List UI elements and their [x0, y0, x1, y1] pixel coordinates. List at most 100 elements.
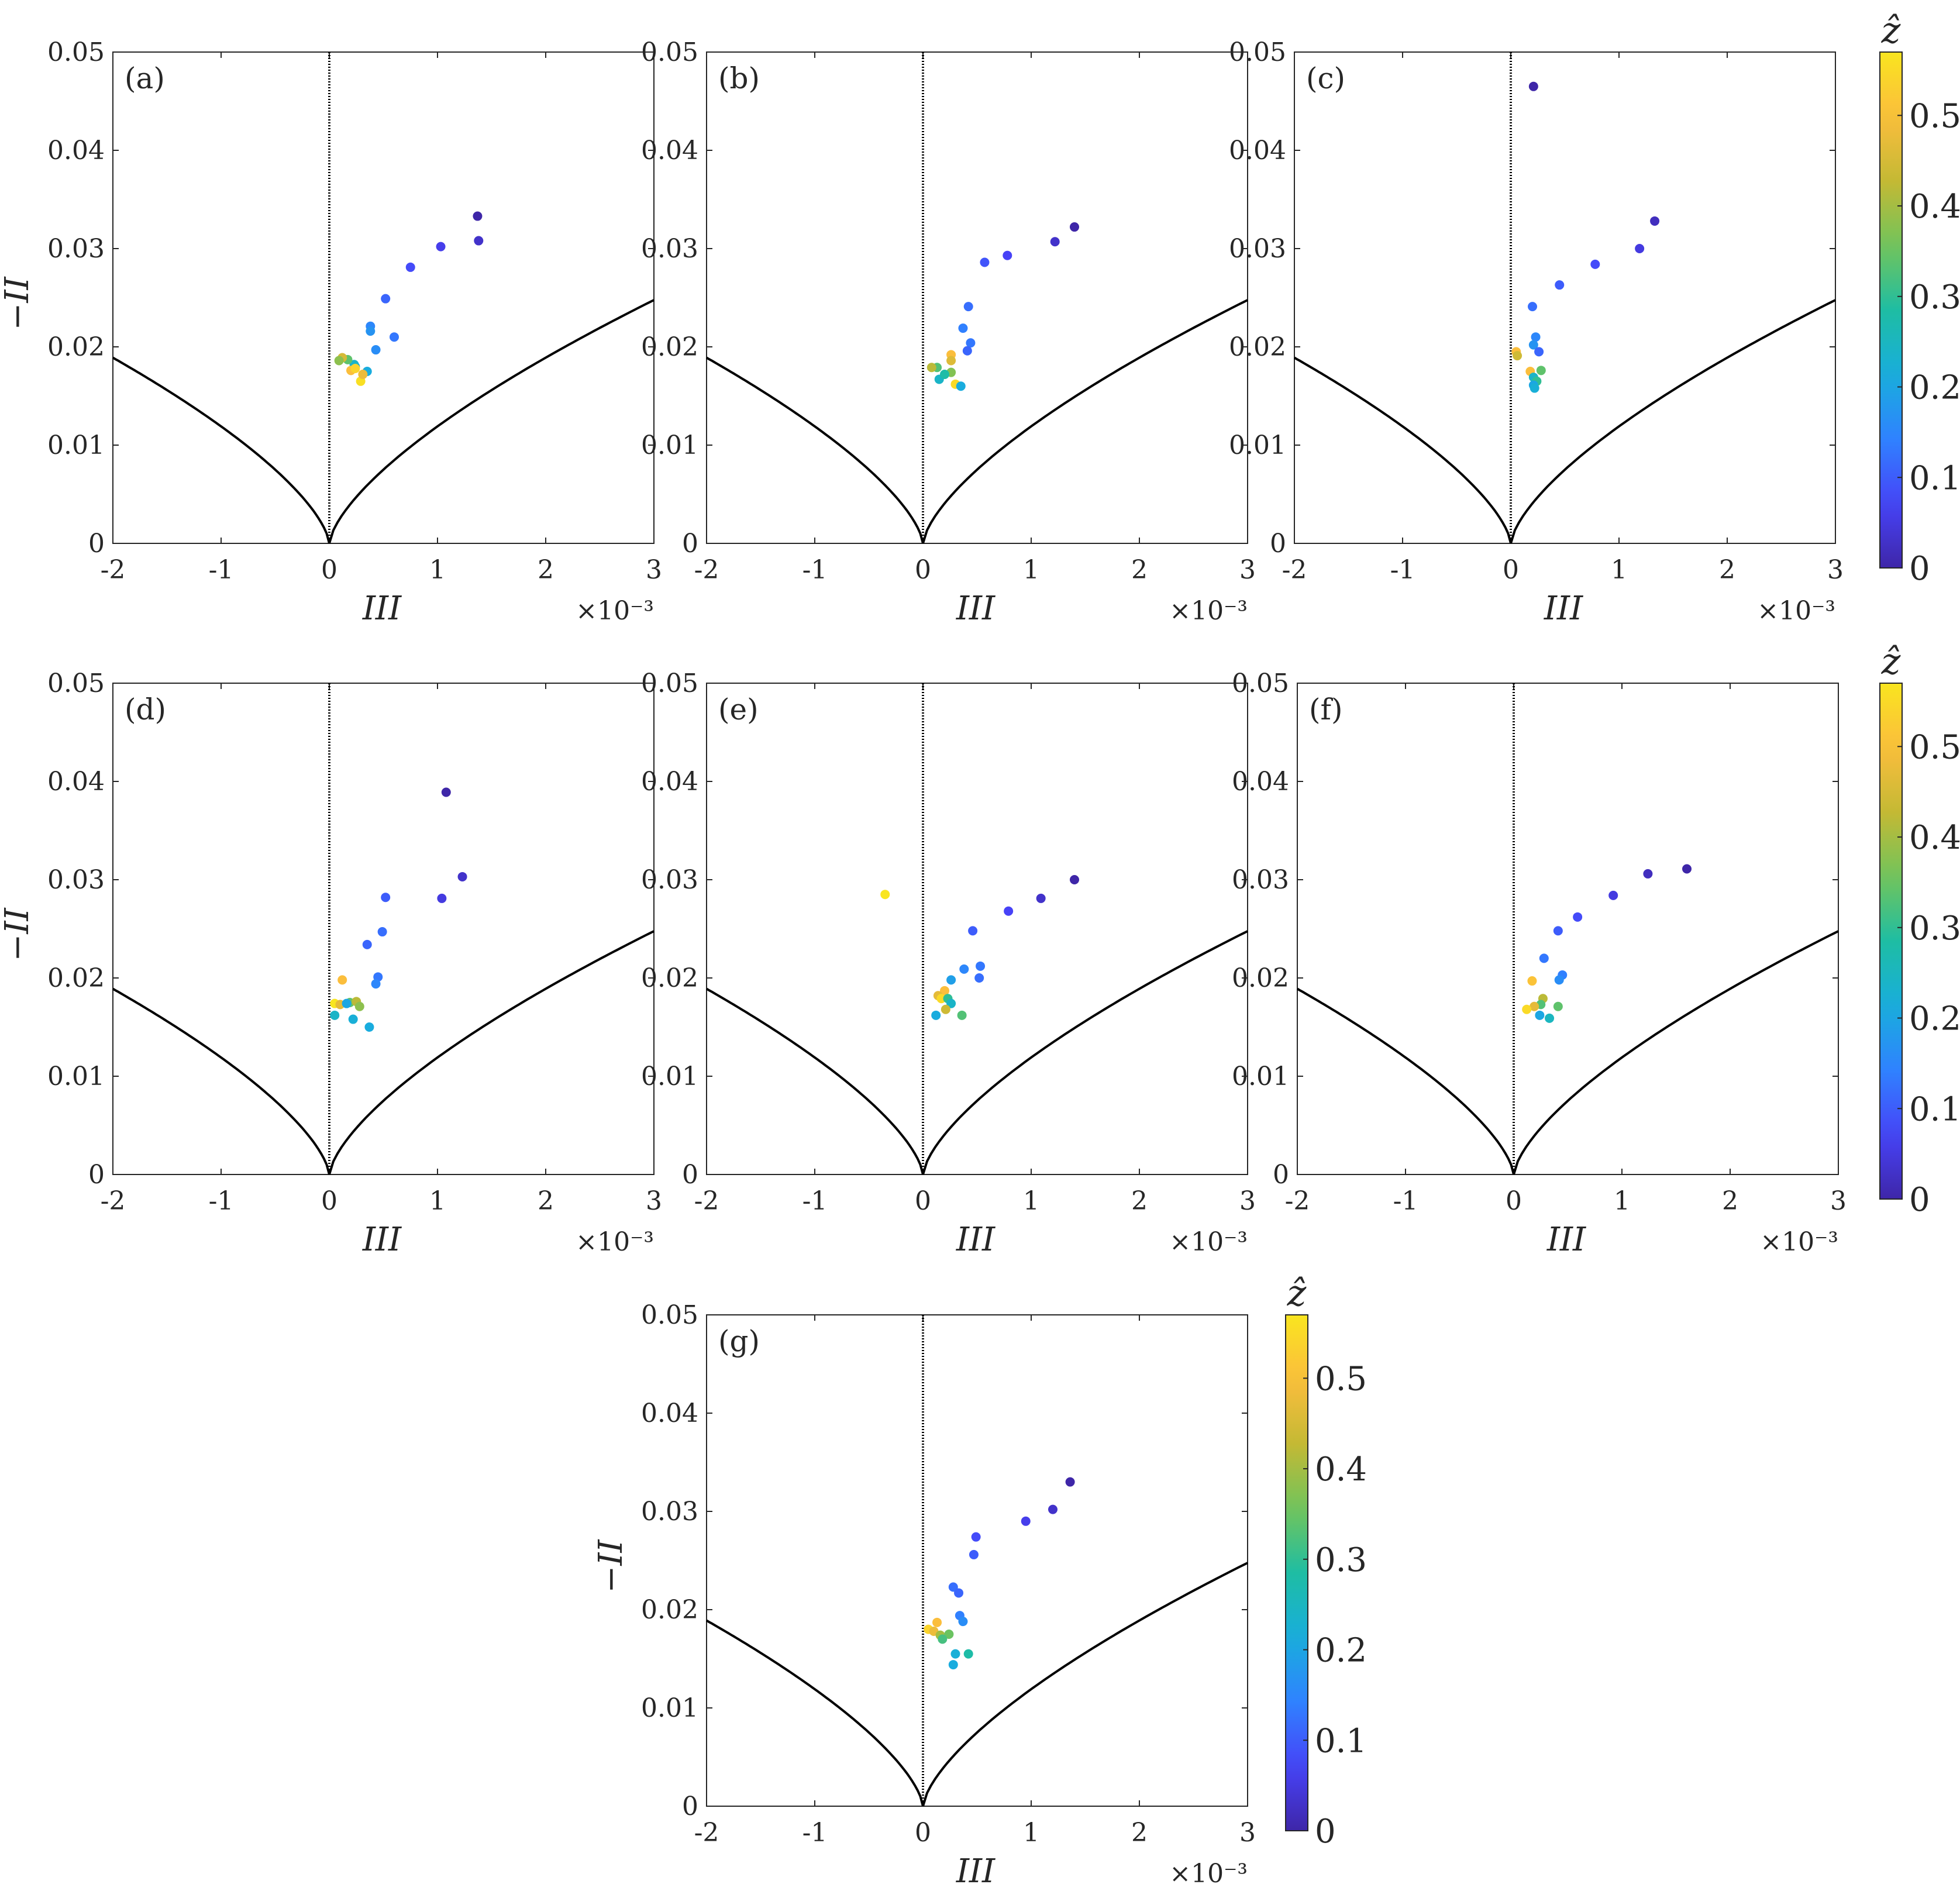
data-point — [381, 893, 391, 903]
y-tick-label: 0.02 — [47, 963, 105, 993]
data-point — [974, 973, 984, 983]
plot-area — [1297, 683, 1839, 1175]
x-exponent-label: ×10⁻³ — [1169, 596, 1248, 626]
panel-label: (d) — [125, 693, 166, 726]
panel-label: (b) — [718, 61, 760, 95]
colorbar-title: ẑ — [1881, 9, 1901, 51]
y-tick-label: 0.02 — [641, 963, 698, 993]
panel-f: -2 -1 0 1 2 300.010.020.030.040.05(f)III ×10⁻³ — [1232, 669, 1847, 1259]
x-tick-label: 0 — [915, 1186, 931, 1216]
x-tick-label: 3 — [1827, 555, 1844, 585]
data-point — [971, 1532, 981, 1542]
y-tick-label: 0.01 — [1232, 1062, 1289, 1091]
colorbar — [1285, 1314, 1308, 1831]
x-axis-label: III — [362, 1221, 402, 1259]
x-tick-label: -2 — [101, 555, 126, 585]
data-point — [390, 332, 399, 342]
y-tick-label: 0.03 — [1232, 865, 1289, 895]
y-tick-label: 0.03 — [641, 865, 698, 895]
data-point — [926, 363, 936, 373]
y-tick-label: 0.01 — [47, 1062, 105, 1091]
data-point — [954, 1588, 964, 1598]
data-point — [1635, 244, 1645, 253]
data-point — [963, 1649, 973, 1659]
x-tick-label: -1 — [1390, 555, 1415, 585]
x-tick-label: 3 — [646, 1186, 662, 1216]
x-tick-label: 0 — [321, 555, 337, 585]
x-tick-label: 0 — [1506, 1186, 1522, 1216]
panel-e: -2 -1 0 1 2 300.010.020.030.040.05(e)III ×10⁻³ — [641, 669, 1256, 1259]
panel-b: -2 -1 0 1 2 300.010.020.030.040.05(b)III ×10⁻³ — [641, 37, 1256, 628]
x-tick-label: 0 — [915, 1818, 931, 1848]
data-point — [358, 370, 368, 380]
boundary-left — [1293, 356, 1512, 544]
data-point — [457, 872, 467, 881]
colorbar-title: ẑ — [1287, 1272, 1307, 1314]
data-point — [474, 236, 484, 246]
y-tick-label: 0.04 — [1229, 136, 1286, 166]
data-point — [381, 294, 391, 304]
x-tick-label: 1 — [1614, 1186, 1630, 1216]
data-point — [1021, 1516, 1031, 1526]
panel-label: (a) — [125, 61, 165, 95]
boundary-left — [705, 987, 924, 1175]
x-axis-label: III — [956, 590, 996, 628]
x-tick-label: 1 — [1023, 555, 1039, 585]
y-tick-label: 0.02 — [641, 1595, 698, 1625]
y-axis-label: −II — [0, 276, 36, 330]
data-point — [362, 939, 372, 949]
data-point — [956, 381, 966, 391]
colorbar-tick-label: 0.5 — [1909, 728, 1960, 766]
y-tick-label: 0.01 — [47, 430, 105, 460]
x-tick-label: -2 — [1285, 1186, 1310, 1216]
panel-c: -2 -1 0 1 2 300.010.020.030.040.05(c)III ×10⁻³ — [1229, 37, 1844, 628]
data-point — [1048, 1504, 1057, 1514]
y-tick-label: 0 — [682, 1792, 698, 1821]
boundary-left — [705, 1619, 924, 1807]
x-tick-label: 0 — [321, 1186, 337, 1216]
plot-area — [1294, 51, 1836, 544]
data-point — [948, 1660, 958, 1670]
y-tick-label: 0.04 — [1232, 767, 1289, 797]
y-tick-label: 0.03 — [641, 234, 698, 264]
y-tick-label: 0.05 — [47, 669, 105, 698]
x-tick-label: 1 — [429, 1186, 446, 1216]
data-point — [969, 1549, 979, 1559]
data-point — [1608, 890, 1618, 900]
x-tick-label: 1 — [1023, 1818, 1039, 1848]
x-exponent-label: ×10⁻³ — [1757, 596, 1835, 626]
data-point — [932, 1617, 942, 1627]
data-point — [1650, 216, 1660, 226]
plot-area — [706, 683, 1248, 1175]
y-tick-label: 0.04 — [641, 767, 698, 797]
data-point — [348, 1014, 358, 1024]
y-tick-label: 0.04 — [641, 136, 698, 166]
data-point — [366, 326, 376, 336]
data-point — [437, 893, 447, 903]
y-tick-label: 0 — [1270, 529, 1286, 559]
x-tick-label: -1 — [209, 555, 234, 585]
y-tick-label: 0.01 — [641, 1693, 698, 1723]
x-exponent-label: ×10⁻³ — [1169, 1859, 1248, 1889]
data-point — [1065, 1477, 1075, 1487]
data-point — [350, 363, 360, 373]
y-tick-label: 0 — [682, 1160, 698, 1190]
data-point — [1528, 81, 1538, 91]
data-point — [1528, 340, 1538, 350]
y-tick-label: 0.03 — [641, 1497, 698, 1527]
x-tick-label: 3 — [1239, 1818, 1256, 1848]
data-point — [880, 890, 890, 900]
data-point — [1539, 953, 1549, 963]
boundary-left — [112, 356, 330, 544]
x-tick-label: -1 — [802, 555, 828, 585]
x-exponent-label: ×10⁻³ — [1169, 1227, 1248, 1257]
boundary-right — [1510, 299, 1836, 544]
data-point — [1531, 332, 1541, 342]
data-point — [1554, 975, 1564, 985]
data-point — [1535, 1010, 1545, 1020]
x-tick-label: 3 — [1239, 555, 1256, 585]
x-tick-label: 2 — [1131, 1186, 1148, 1216]
panel-g: -2 -1 0 1 2 3 0 0.01 0.02 0.03 0.04 0.05 (g) III ×10⁻³… — [592, 1300, 1256, 1890]
y-tick-label: 0.02 — [1229, 332, 1286, 362]
